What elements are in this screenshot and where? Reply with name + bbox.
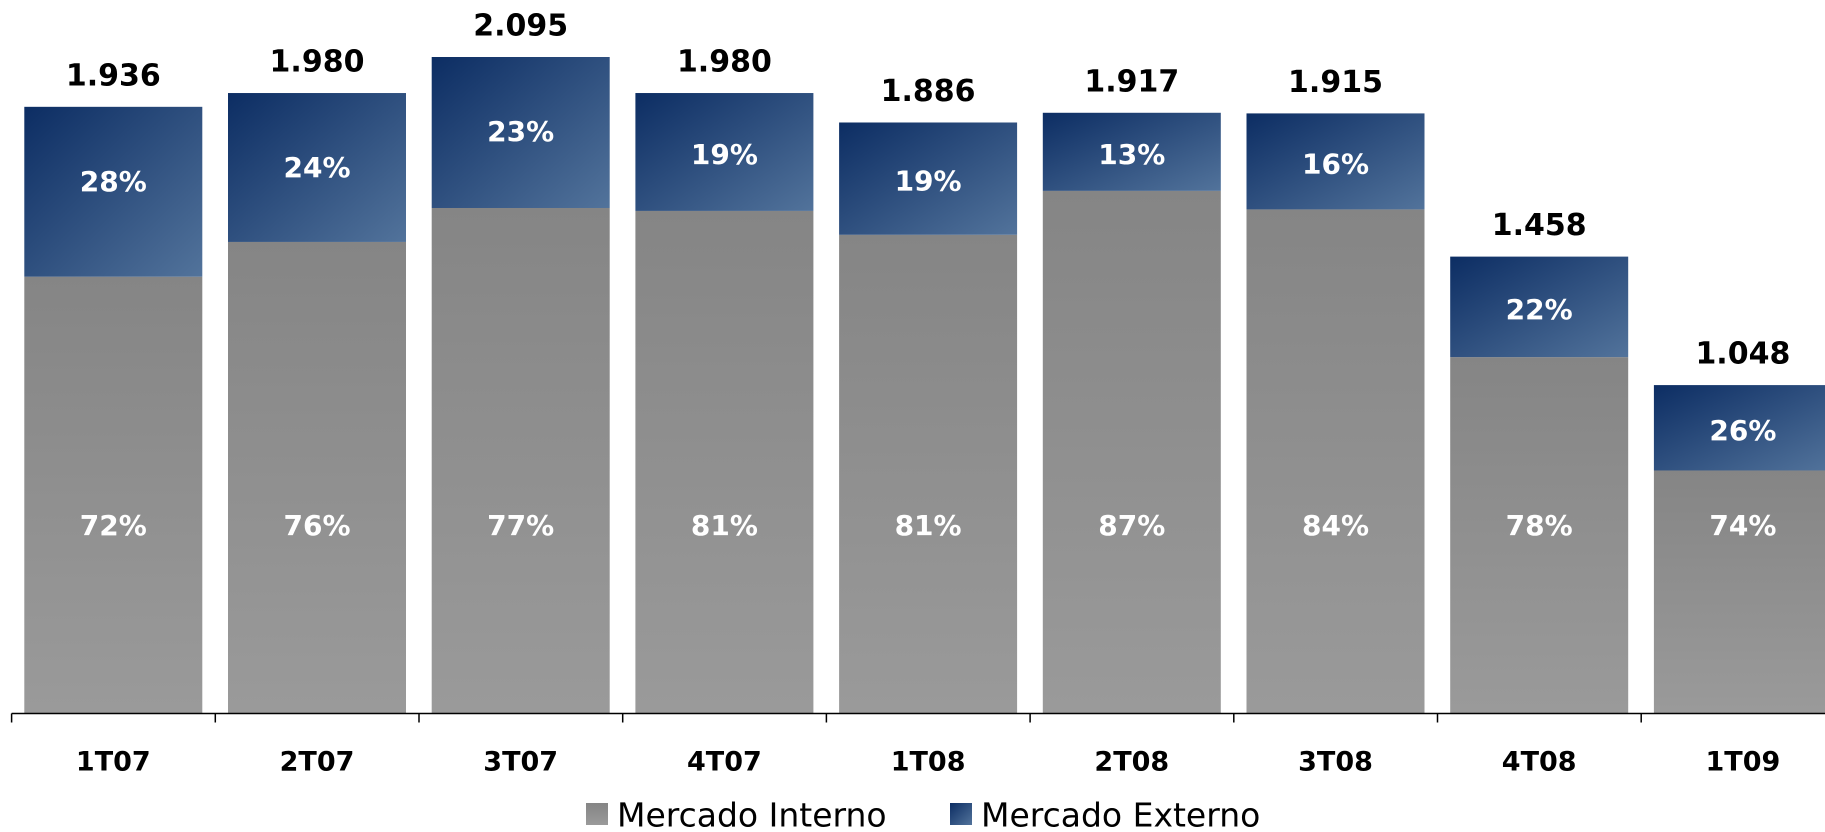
total-label: 1.886 xyxy=(881,74,976,109)
x-tick-label: 1T09 xyxy=(1706,747,1781,778)
bar-segment xyxy=(1042,112,1221,191)
x-tick-label: 2T08 xyxy=(1094,747,1169,778)
bar-segment xyxy=(24,106,203,277)
legend-swatch xyxy=(950,803,972,825)
bar-segment xyxy=(1653,470,1825,714)
total-label: 1.980 xyxy=(677,45,772,80)
bar-segment xyxy=(228,241,406,714)
bar-segment xyxy=(1042,190,1221,714)
bar-segment xyxy=(431,207,610,714)
bar-segment xyxy=(839,234,1018,714)
x-tick-label: 3T08 xyxy=(1298,747,1373,778)
total-label: 1.980 xyxy=(270,45,365,80)
x-tick-label: 2T07 xyxy=(280,747,355,778)
x-tick-label: 4T07 xyxy=(687,747,762,778)
legend-label: Mercado Interno xyxy=(617,796,887,832)
bar-segment xyxy=(1450,256,1629,358)
total-label: 1.915 xyxy=(1288,65,1383,100)
bar-segment xyxy=(1246,113,1425,210)
segment-label: 72% xyxy=(80,509,147,542)
bar-segment xyxy=(839,122,1018,235)
segment-label: 24% xyxy=(283,151,350,184)
bar-segment xyxy=(24,276,203,714)
segment-label: 26% xyxy=(1709,414,1776,447)
legend-swatch xyxy=(586,803,608,825)
bar-segment xyxy=(1653,385,1825,471)
bar-segment xyxy=(228,93,406,242)
segment-label: 16% xyxy=(1302,147,1369,180)
segment-label: 76% xyxy=(283,509,350,542)
bar-segment xyxy=(1246,209,1425,714)
segment-label: 81% xyxy=(895,509,962,542)
x-tick-label: 1T08 xyxy=(891,747,966,778)
legend-label: Mercado Externo xyxy=(981,796,1260,832)
segment-label: 84% xyxy=(1302,509,1369,542)
bar-segment xyxy=(1450,357,1629,714)
bar-segment xyxy=(431,57,610,208)
segment-label: 19% xyxy=(691,138,758,171)
segment-label: 19% xyxy=(895,165,962,198)
segment-label: 77% xyxy=(487,509,554,542)
bar-segment xyxy=(635,210,814,714)
segment-label: 23% xyxy=(487,115,554,148)
segment-label: 74% xyxy=(1709,509,1776,542)
segment-label: 28% xyxy=(80,165,147,198)
x-tick-label: 1T07 xyxy=(76,747,151,778)
total-label: 1.936 xyxy=(66,58,161,93)
total-label: 1.048 xyxy=(1695,337,1790,372)
total-label: 2.095 xyxy=(473,9,568,44)
x-tick-label: 4T08 xyxy=(1502,747,1577,778)
segment-label: 81% xyxy=(691,509,758,542)
segment-label: 22% xyxy=(1506,293,1573,326)
segment-label: 13% xyxy=(1098,138,1165,171)
x-tick-label: 3T07 xyxy=(483,747,558,778)
total-label: 1.917 xyxy=(1084,64,1179,99)
total-label: 1.458 xyxy=(1492,208,1587,243)
bar-segment xyxy=(635,93,814,211)
segment-label: 87% xyxy=(1098,509,1165,542)
segment-label: 78% xyxy=(1506,509,1573,542)
